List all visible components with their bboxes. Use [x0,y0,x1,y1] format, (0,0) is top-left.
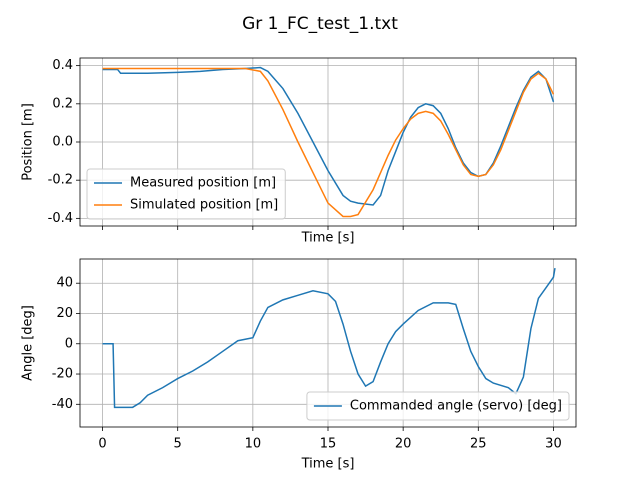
series-line [102,67,555,218]
x-tick-label: 15 [320,437,337,452]
legend: Measured position [m] Simulated position … [86,168,286,220]
y-tick-label: 20 [56,306,73,321]
x-tick-label: 5 [174,437,182,452]
x-tick-label: 25 [470,437,487,452]
y-tick-label: 0.4 [52,58,73,73]
y-tick-label: -0.2 [48,173,73,188]
x-tick-label: 10 [245,437,262,452]
legend-box [86,168,286,220]
legend-label: Commanded angle (servo) [deg] [350,399,562,414]
y-tick-label: -0.4 [48,211,73,226]
y-tick-label: -40 [52,397,73,412]
y-axis-label: Angle [deg] [21,305,36,381]
x-axis-label: Time [s] [301,231,355,246]
y-tick-label: -20 [52,367,73,382]
y-tick-label: 0.0 [52,135,73,150]
x-tick-label: 0 [98,437,106,452]
axes-frame [79,258,577,428]
x-tick-label: 20 [395,437,412,452]
x-tick-label: 30 [545,437,562,452]
legend-label: Simulated position [m] [130,198,278,213]
legend-box [306,391,570,421]
series-line [102,267,556,409]
y-tick-label: 0.2 [52,96,73,111]
legend-label: Measured position [m] [130,176,276,191]
y-tick-label: 40 [56,276,73,291]
y-tick-label: 0 [65,336,73,351]
y-axis-label: Position [m] [21,103,36,181]
figure-title: Gr 1_FC_test_1.txt [242,14,398,34]
x-axis-label: Time [s] [301,457,355,472]
axes-frame [79,57,577,227]
legend: Commanded angle (servo) [deg] [306,391,570,421]
